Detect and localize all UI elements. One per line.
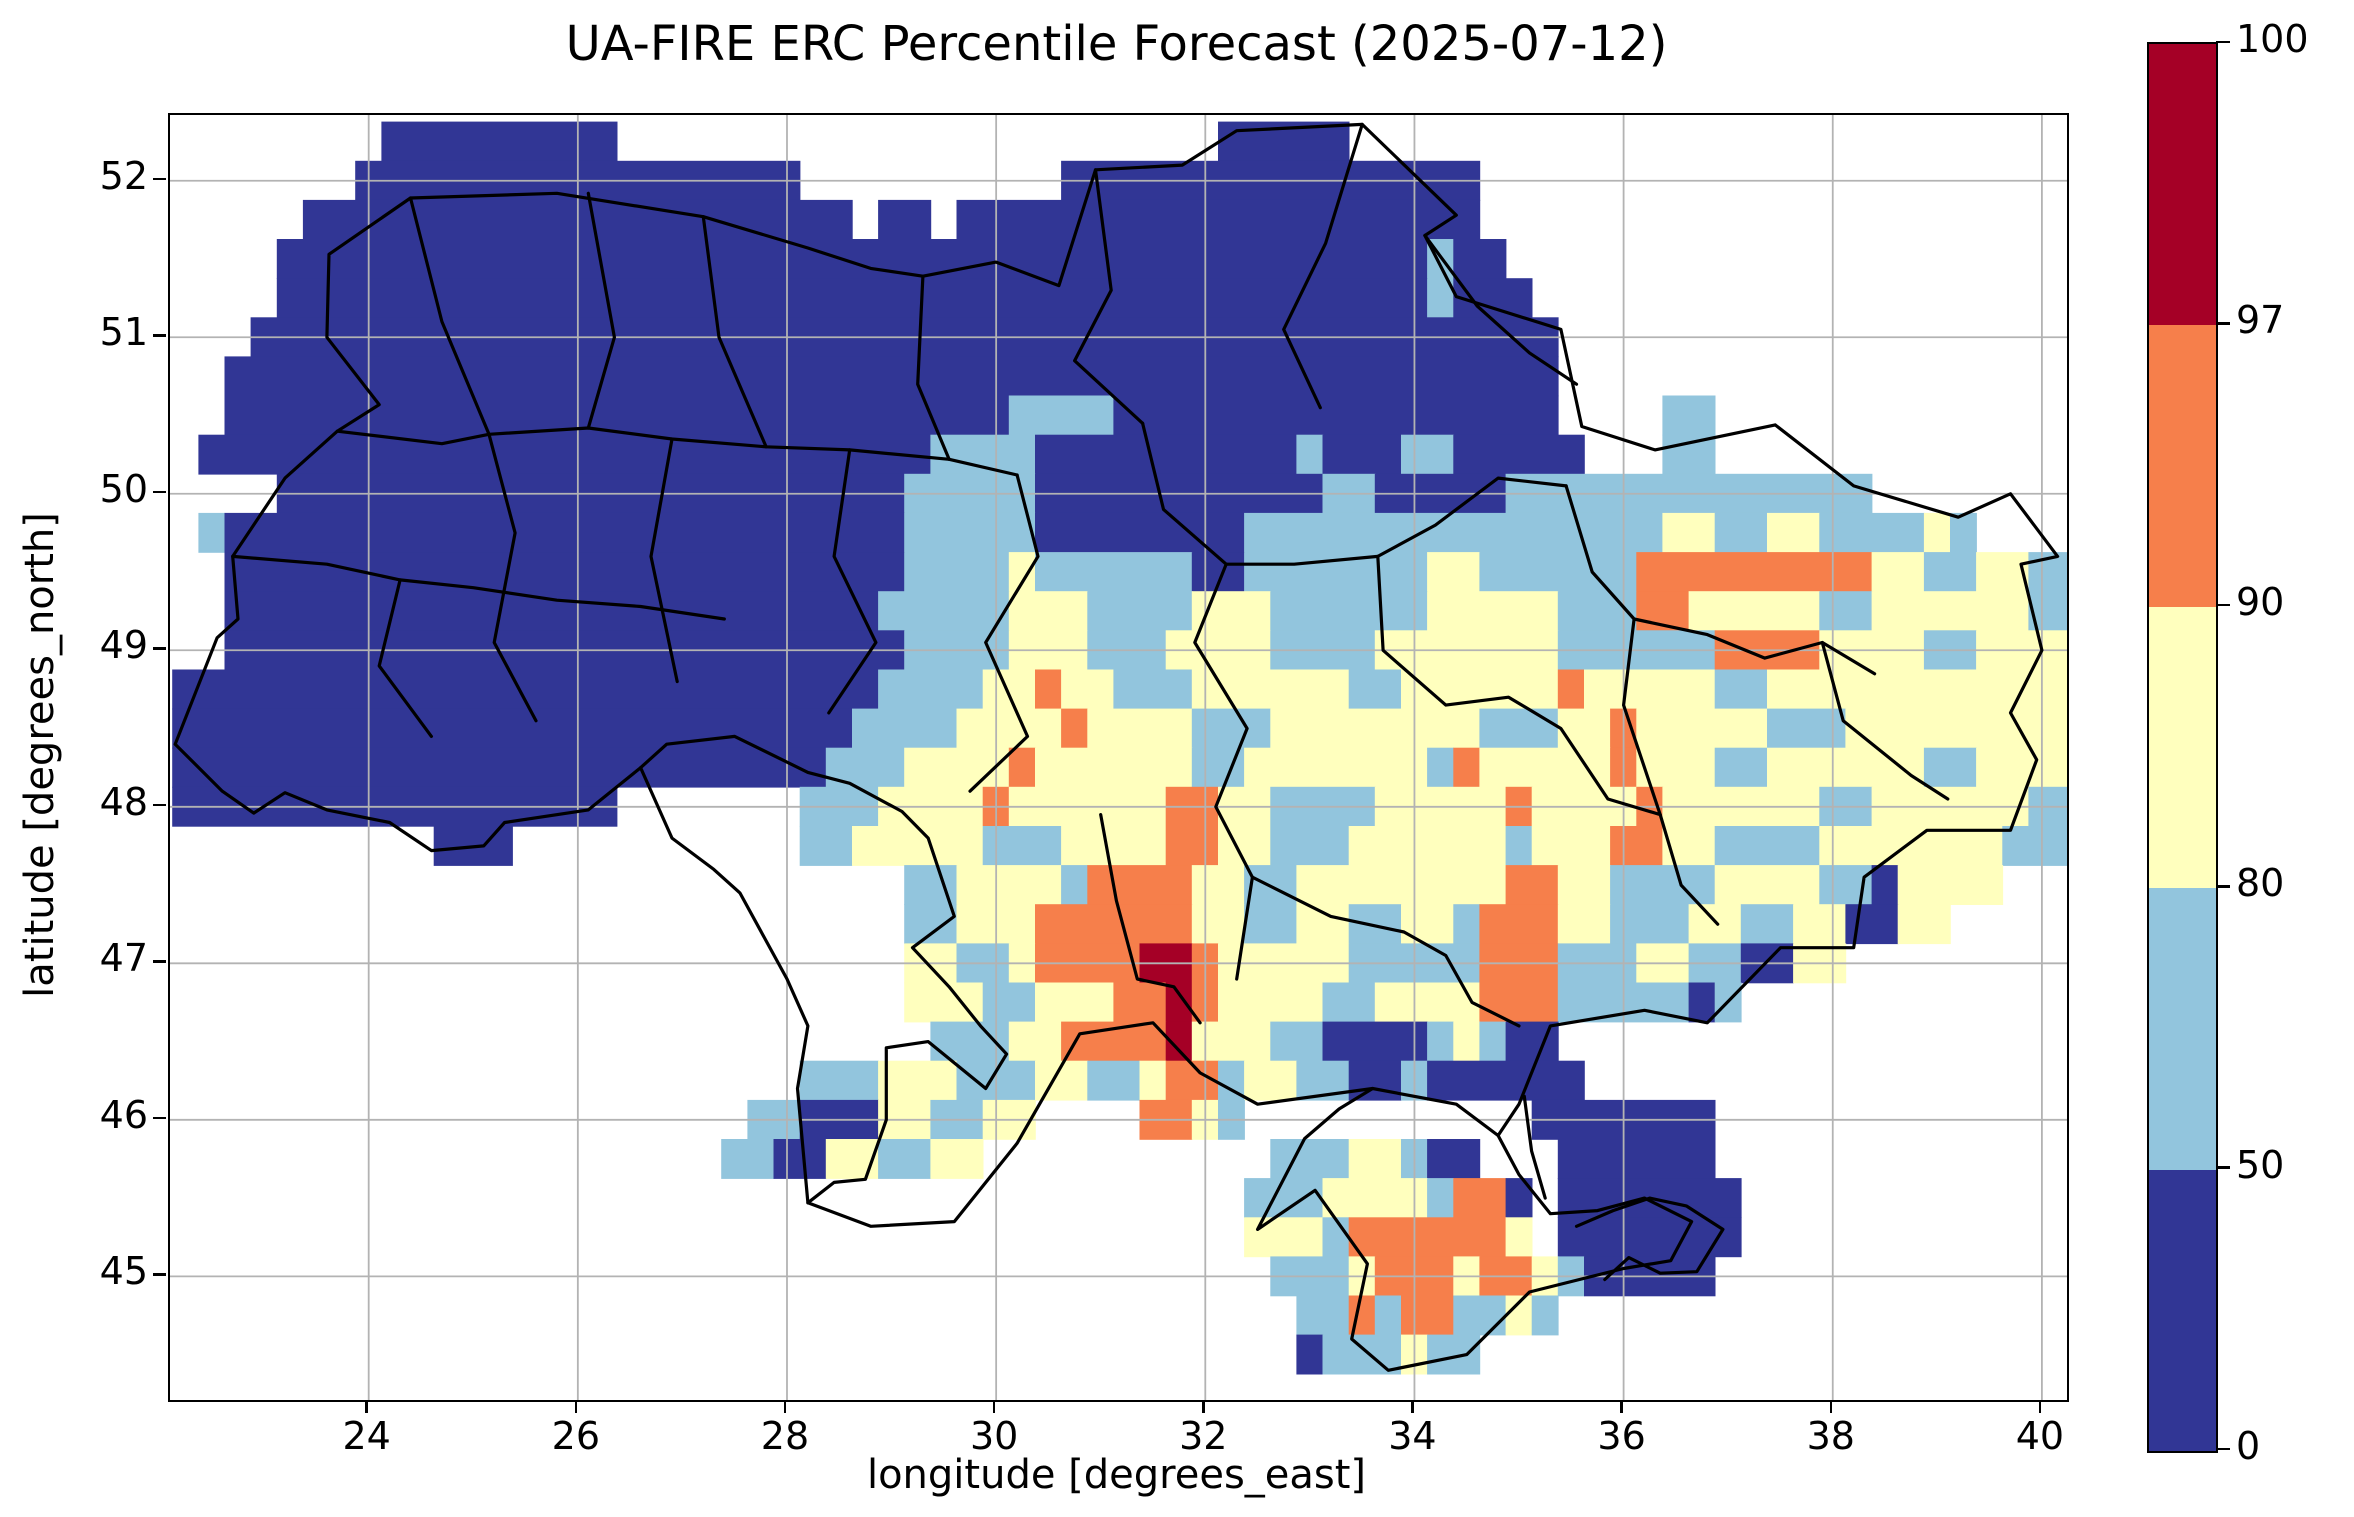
colorbar-segment-2 <box>2149 606 2216 889</box>
oblast-border-12 <box>1140 421 1568 566</box>
colorbar-label-50: 50 <box>2236 1142 2285 1187</box>
oblast-border-9 <box>649 437 679 684</box>
country-border <box>173 122 2060 1228</box>
x-tick-mark-32 <box>1202 1400 1205 1413</box>
y-axis-label: latitude [degrees_north] <box>17 512 63 998</box>
x-axis-label: longitude [degrees_east] <box>866 1452 1367 1498</box>
y-tick-label-48: 48 <box>99 779 148 824</box>
colorbar-segment-0 <box>2149 1169 2216 1451</box>
oblast-border-1 <box>586 191 616 430</box>
x-tick-mark-38 <box>1829 1400 1833 1413</box>
x-tick-label-38: 38 <box>1806 1414 1855 1458</box>
moldova-border <box>639 766 810 1205</box>
map-svg <box>170 115 2067 1400</box>
colorbar-segment-3 <box>2149 324 2216 607</box>
y-tick-mark-47 <box>153 960 166 963</box>
x-tick-label-24: 24 <box>342 1414 391 1458</box>
colorbar-tick-80 <box>2216 885 2230 888</box>
colorbar-tick-90 <box>2216 603 2230 607</box>
x-tick-mark-26 <box>574 1400 578 1413</box>
x-tick-label-32: 32 <box>1179 1414 1228 1458</box>
oblast-border-4 <box>1072 168 1145 425</box>
x-tick-label-40: 40 <box>2015 1414 2065 1458</box>
oblast-border-18 <box>1250 875 1521 1028</box>
oblast-border-19 <box>1423 233 1579 386</box>
oblast-border-3 <box>916 274 951 461</box>
gridlines-layer <box>170 115 2067 1400</box>
colorbar-label-100: 100 <box>2236 17 2309 61</box>
colorbar-tick-100 <box>2216 40 2230 44</box>
colorbar-segment-1 <box>2149 887 2216 1170</box>
oblast-border-5 <box>1282 122 1364 410</box>
oblast-border-11 <box>968 473 1040 793</box>
y-tick-label-49: 49 <box>99 623 148 668</box>
y-tick-mark-49 <box>153 647 166 650</box>
raster-layer <box>172 121 2067 1375</box>
y-tick-mark-51 <box>153 334 166 337</box>
colorbar-label-90: 90 <box>2236 579 2285 624</box>
oblast-border-13 <box>1193 562 1255 981</box>
x-tick-mark-34 <box>1411 1400 1414 1413</box>
x-tick-mark-40 <box>2038 1400 2042 1413</box>
plot-title: UA-FIRE ERC Percentile Forecast (2025-07… <box>565 16 1668 72</box>
y-tick-label-51: 51 <box>99 310 148 355</box>
y-tick-label-46: 46 <box>99 1092 148 1137</box>
colorbar <box>2147 42 2218 1453</box>
x-tick-mark-28 <box>783 1400 787 1413</box>
crimea-coast <box>1255 1086 1694 1372</box>
y-tick-label-45: 45 <box>99 1249 148 1294</box>
oblast-border-8 <box>487 432 538 723</box>
x-tick-label-28: 28 <box>760 1414 810 1458</box>
colorbar-label-80: 80 <box>2236 861 2285 906</box>
colorbar-label-0: 0 <box>2236 1424 2261 1468</box>
y-tick-label-47: 47 <box>99 936 148 981</box>
x-tick-mark-24 <box>365 1400 368 1413</box>
x-tick-label-30: 30 <box>969 1414 1019 1458</box>
x-tick-label-36: 36 <box>1597 1414 1646 1458</box>
arabat-line <box>1522 1094 1547 1200</box>
y-tick-mark-50 <box>153 490 166 494</box>
y-tick-label-50: 50 <box>99 466 148 511</box>
x-tick-mark-36 <box>1620 1400 1623 1413</box>
y-tick-label-52: 52 <box>99 153 148 198</box>
colorbar-tick-0 <box>2216 1447 2230 1451</box>
oblast-border-14 <box>1376 554 1720 926</box>
oblast-border-21 <box>1621 617 1662 817</box>
x-tick-label-26: 26 <box>551 1414 601 1458</box>
y-tick-mark-48 <box>153 803 166 807</box>
oblast-border-20 <box>827 448 878 715</box>
y-tick-mark-52 <box>153 177 166 181</box>
oblast-border-2 <box>701 215 768 449</box>
y-tick-mark-45 <box>153 1273 166 1276</box>
map-plot-area <box>168 113 2069 1402</box>
oblast-border-10 <box>377 578 433 739</box>
oblast-border-0 <box>408 196 491 436</box>
oblast-border-7 <box>231 554 726 621</box>
colorbar-tick-97 <box>2216 322 2230 325</box>
x-tick-mark-30 <box>992 1400 996 1413</box>
colorbar-label-97: 97 <box>2236 298 2285 343</box>
boundaries-layer <box>173 122 2060 1372</box>
x-tick-label-34: 34 <box>1388 1414 1437 1458</box>
colorbar-tick-50 <box>2216 1166 2230 1169</box>
kerch-coast <box>1574 1196 1725 1282</box>
oblast-border-17 <box>1099 812 1202 1025</box>
oblast-border-16 <box>1820 640 1950 801</box>
y-tick-mark-46 <box>153 1116 166 1120</box>
colorbar-segment-4 <box>2149 43 2216 326</box>
